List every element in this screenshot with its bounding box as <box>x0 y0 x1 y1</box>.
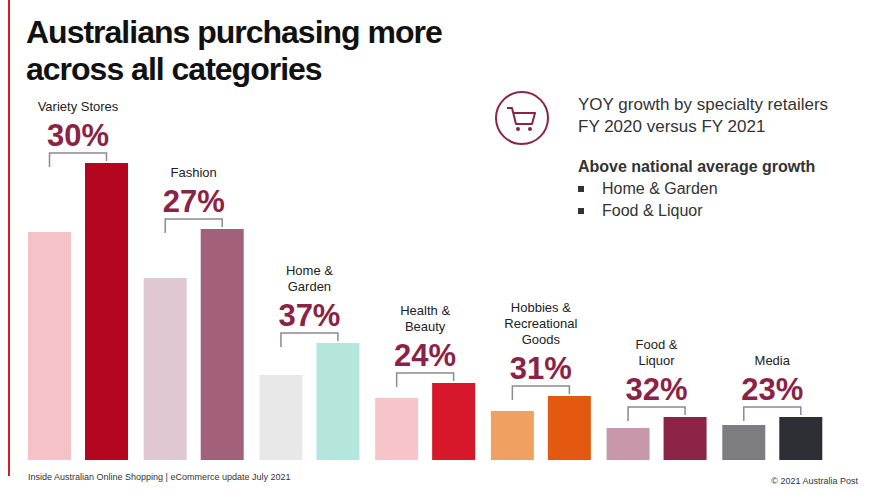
svg-text:Beauty: Beauty <box>405 319 446 334</box>
html-text:YOY growth by specialty retail: YOY growth by specialty retailers FY 202… <box>578 95 829 136</box>
html-text:Food & Liquor: Food & Liquor <box>602 202 703 219</box>
svg-text:31%: 31% <box>510 351 572 386</box>
svg-text:Food &: Food & <box>636 337 678 352</box>
svg-text:27%: 27% <box>163 184 225 219</box>
svg-text:30%: 30% <box>47 118 109 153</box>
svg-text:32%: 32% <box>626 372 688 407</box>
svg-text:24%: 24% <box>394 338 456 373</box>
svg-text:37%: 37% <box>278 298 340 333</box>
html-text:Inside Australian Online Shopp: Inside Australian Online Shopping | eCom… <box>28 472 291 482</box>
svg-text:Garden: Garden <box>288 279 331 294</box>
svg-text:Goods: Goods <box>522 332 561 347</box>
html-text:Home & Garden: Home & Garden <box>602 180 718 197</box>
svg-text:Hobbies &: Hobbies & <box>511 300 571 315</box>
svg-text:Fashion: Fashion <box>171 165 217 180</box>
svg-text:Variety Stores: Variety Stores <box>38 99 119 114</box>
svg-text:Recreational: Recreational <box>504 316 577 331</box>
svg-text:Home &: Home & <box>286 263 333 278</box>
svg-text:Health &: Health & <box>400 303 450 318</box>
svg-text:23%: 23% <box>741 372 803 407</box>
html-text:Australians purchasing more ac: Australians purchasing more across all c… <box>26 14 442 87</box>
svg-text:Media: Media <box>755 353 791 368</box>
html-text:© 2021 Australia Post: © 2021 Australia Post <box>771 476 858 486</box>
html-text:Above national average growth: Above national average growth <box>578 158 816 175</box>
svg-text:Liquor: Liquor <box>639 353 676 368</box>
